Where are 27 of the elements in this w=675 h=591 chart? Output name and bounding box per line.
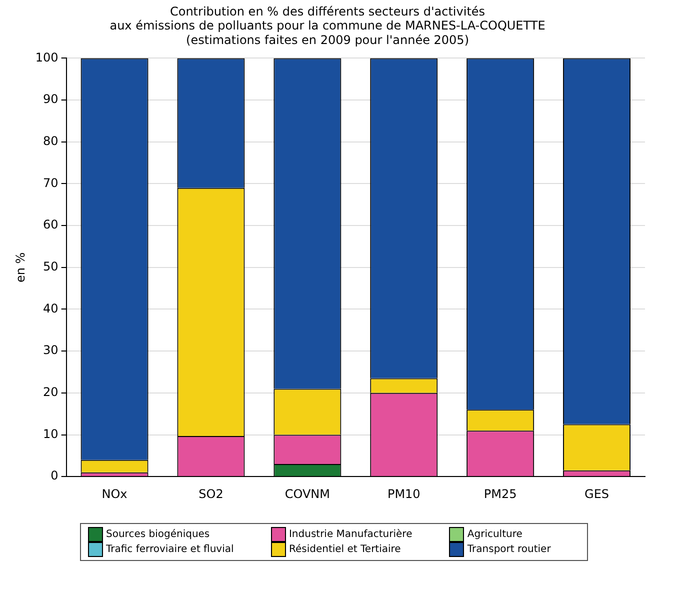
y-axis-title: en % [13,252,28,283]
y-tick-label: 70 [43,176,58,190]
legend-label: Industrie Manufacturière [288,529,412,540]
legend-label: Agriculture [467,529,522,540]
y-tick-label: 10 [43,426,58,441]
legend-label: Trafic ferroviaire et fluvial [106,544,234,555]
y-tick-label: 20 [43,385,58,400]
y-tick-label: 80 [43,134,58,148]
y-tick-label: 30 [43,343,58,358]
x-tick-label: SO2 [198,486,224,501]
x-tick-label: GES [584,486,610,501]
text: (estimations faites en 2009 pour l'année 2005) [186,33,469,48]
y-tick-label: 50 [43,260,58,274]
y-tick-label: 40 [43,301,58,316]
y-tick-label: 100 [35,50,58,64]
x-tick-label: COVNM [284,486,330,501]
legend-label: Résidentiel et Tertiaire [288,544,401,555]
text: Contribution en % des différents secteurs d'activités [170,4,486,18]
text: aux émissions de polluants pour la commune de MARNES-LA-COQUETTE [110,18,546,33]
x-tick-label: PM10 [387,486,420,501]
x-tick-label: PM25 [484,486,517,501]
y-tick-label: 90 [43,92,58,106]
x-tick-label: NOx [102,486,128,501]
legend-label: Transport routier [467,544,551,555]
legend-label: Sources biogéniques [106,529,210,540]
y-tick-label: 60 [43,218,58,232]
y-tick-label: 0 [50,468,58,483]
